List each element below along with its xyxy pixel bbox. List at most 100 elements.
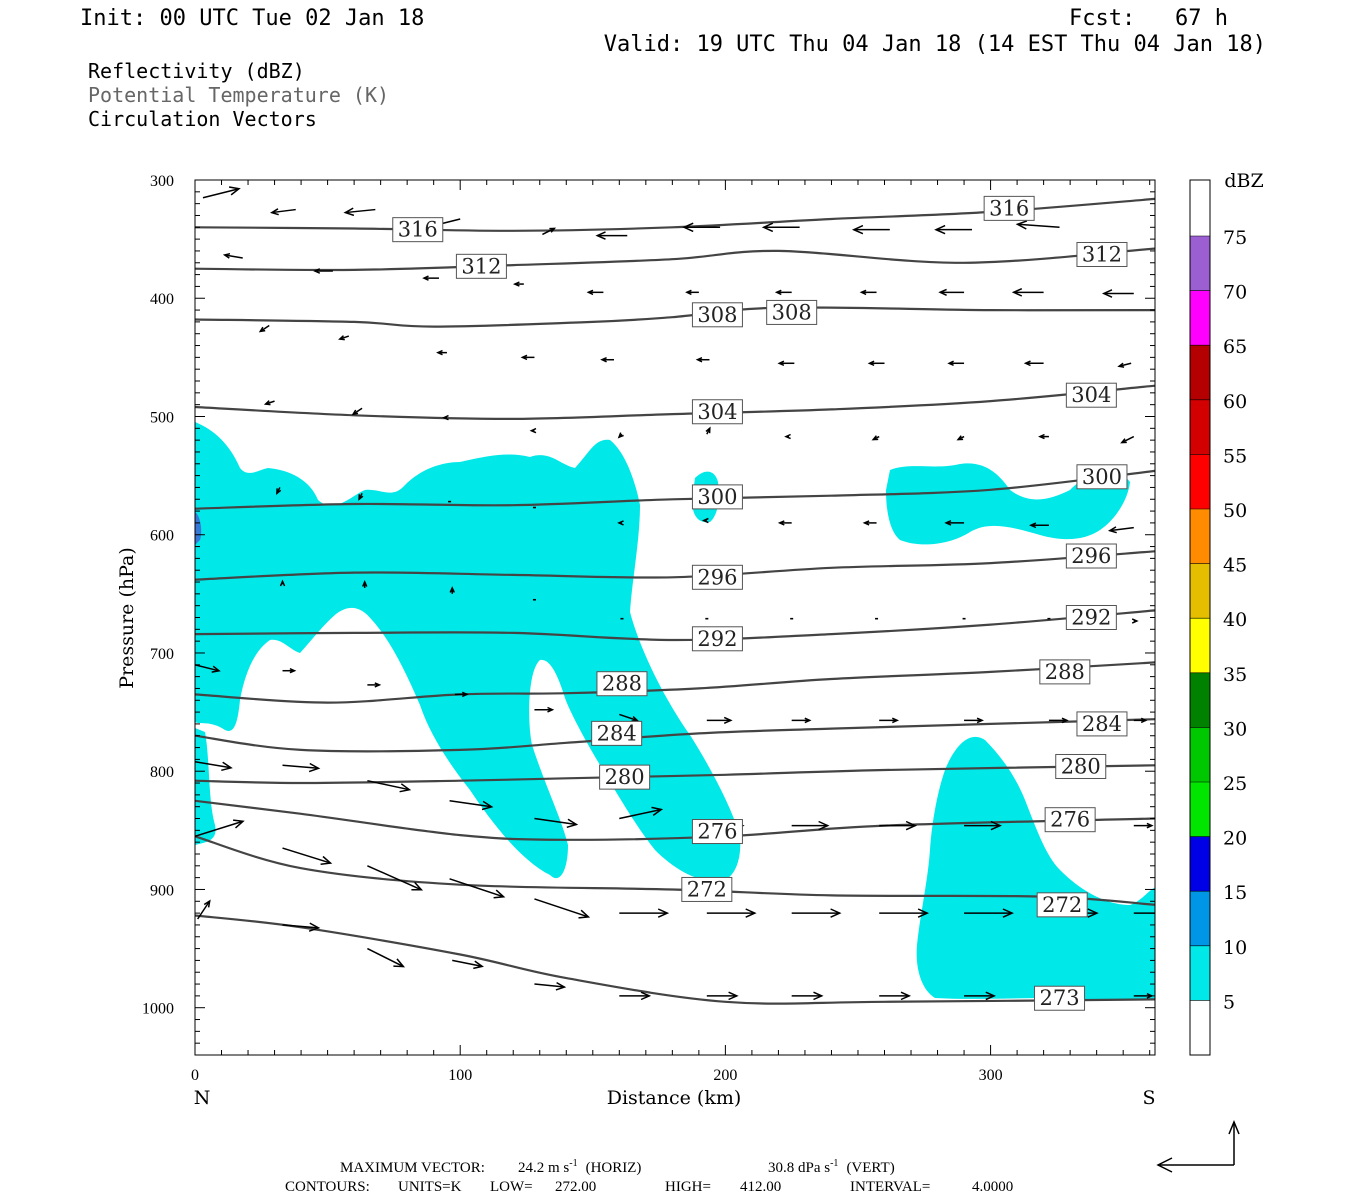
- x-tick-label: 300: [979, 1067, 1003, 1084]
- circulation-vector: [436, 349, 447, 356]
- colorbar-tick-label: 30: [1223, 718, 1247, 740]
- circulation-vector: [1120, 435, 1135, 444]
- theta-contour-304: [195, 384, 1155, 421]
- circulation-vector: [964, 820, 1002, 831]
- colorbar-tick-label: 10: [1223, 937, 1247, 959]
- colorbar-outline: [1189, 179, 1211, 1056]
- theta-contour-312: [195, 247, 1155, 272]
- circulation-vector: [617, 520, 624, 526]
- circulation-vector: [706, 991, 739, 1001]
- contours-high-label: HIGH=: [665, 1179, 711, 1195]
- circulation-vector: [595, 231, 628, 240]
- circulation-vector: [442, 414, 449, 421]
- circulation-vector: [195, 761, 233, 772]
- circulation-vectors: [195, 186, 1155, 1001]
- colorbar-tick-label: 60: [1223, 391, 1247, 413]
- circulation-vector: [1133, 822, 1154, 829]
- colorbar-tick-label: 40: [1223, 609, 1247, 631]
- contour-label-box: [691, 399, 743, 425]
- contour-label-box: [599, 764, 651, 790]
- field-label-circulation-vectors: Circulation Vectors: [88, 107, 317, 131]
- circulation-vector: [695, 357, 710, 363]
- theta-contour-292: [195, 609, 1155, 642]
- contour-label-box: [1076, 464, 1128, 490]
- circulation-vector: [791, 820, 830, 831]
- contour-label: 292: [697, 627, 737, 651]
- circulation-vector: [859, 289, 877, 296]
- circulation-vector: [454, 691, 469, 698]
- colorbar-tick-label: 35: [1223, 664, 1247, 686]
- y-tick-label: 300: [150, 173, 174, 190]
- contour-label-box: [1076, 241, 1128, 267]
- reflectivity-region-lower-right: [916, 736, 1155, 1000]
- contour-label-box: [1034, 985, 1086, 1011]
- reflectivity-shading: [195, 422, 1155, 1000]
- circulation-vector: [600, 357, 615, 363]
- colorbar-tick-label: 5: [1223, 991, 1235, 1013]
- colorbar-swatch: [1190, 945, 1210, 1001]
- contour-label: 273: [1039, 986, 1079, 1010]
- circulation-vector: [682, 222, 721, 233]
- contour-label: 284: [1082, 712, 1122, 736]
- contour-label: 276: [697, 820, 737, 844]
- colorbar-tick-label: 50: [1223, 500, 1247, 522]
- max-vector-label: MAXIMUM VECTOR:: [340, 1160, 485, 1176]
- circulation-vector: [879, 820, 918, 831]
- circulation-vector: [938, 288, 965, 296]
- circulation-vector: [222, 252, 243, 259]
- circulation-vector: [791, 908, 842, 918]
- colorbar-title: dBZ: [1224, 170, 1263, 192]
- contour-label: 304: [1071, 383, 1111, 407]
- contour-label-box: [691, 819, 743, 845]
- contour-label: 284: [597, 721, 637, 745]
- contour-label: 280: [605, 765, 645, 789]
- circulation-vector: [879, 991, 912, 1001]
- y-tick-label: 700: [150, 646, 174, 663]
- circulation-vector: [947, 360, 965, 366]
- colorbar-tick-label: 45: [1223, 555, 1247, 577]
- circulation-vector: [449, 586, 455, 594]
- x-axis-end-label-north: N: [194, 1087, 211, 1109]
- circulation-vector: [851, 224, 890, 235]
- colorbar-swatch: [1190, 672, 1210, 728]
- contour-label-box: [591, 720, 643, 746]
- x-tick-label: 100: [448, 1067, 472, 1084]
- circulation-vector: [1011, 288, 1044, 297]
- circulation-vector: [202, 186, 241, 199]
- contours-low-label: LOW=: [490, 1179, 533, 1195]
- y-tick-label: 900: [150, 882, 174, 899]
- field-label-potential-temperature: Potential Temperature (K): [88, 83, 389, 107]
- contour-label: 272: [687, 877, 727, 901]
- contour-label: 312: [461, 254, 501, 278]
- y-axis-title: Pressure (hPa): [116, 547, 138, 689]
- contour-label: 304: [697, 400, 737, 424]
- circulation-vector: [534, 981, 567, 991]
- circulation-vector: [1048, 717, 1069, 724]
- colorbar-tick-label: 70: [1223, 282, 1247, 304]
- circulation-vector: [862, 520, 877, 526]
- contour-label: 272: [1042, 893, 1082, 917]
- colorbar-swatch: [1190, 454, 1210, 509]
- x-axis-title: Distance (km): [607, 1087, 742, 1109]
- y-tick-label: 600: [150, 528, 174, 545]
- theta-contour-300: [195, 469, 1155, 510]
- field-label-reflectivity: Reflectivity (dBZ): [88, 59, 305, 83]
- theta-contour-308: [195, 306, 1155, 328]
- contour-label: 308: [697, 303, 737, 327]
- circulation-vector: [791, 717, 812, 724]
- circulation-vector: [338, 335, 350, 341]
- circulation-vector: [197, 899, 211, 920]
- contours-low-value: 272.00: [555, 1179, 596, 1195]
- reflectivity-region-upper-right: [886, 463, 1130, 545]
- init-time: Init: 00 UTC Tue 02 Jan 18: [80, 6, 424, 31]
- circulation-vector: [195, 664, 221, 673]
- reflectivity-region-lower-left: [195, 728, 216, 845]
- circulation-vector: [619, 991, 652, 1001]
- max-vector-horiz: 24.2 m s-1 (HORIZ): [518, 1158, 641, 1176]
- circulation-vector: [529, 427, 537, 434]
- theta-contours: [195, 197, 1155, 1005]
- circulation-vector: [263, 400, 275, 406]
- contour-label: 280: [1061, 754, 1101, 778]
- circulation-vector: [871, 435, 880, 441]
- colorbar-swatch: [1190, 727, 1210, 782]
